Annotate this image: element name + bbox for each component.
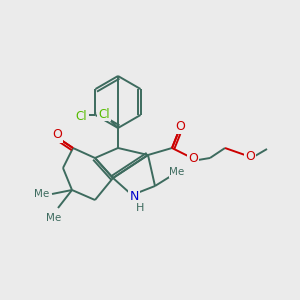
Text: O: O: [175, 119, 185, 133]
Text: Cl: Cl: [76, 110, 87, 124]
Text: N: N: [129, 190, 139, 203]
Text: Cl: Cl: [98, 107, 110, 121]
Text: Me: Me: [34, 189, 50, 199]
Text: O: O: [188, 152, 198, 166]
Text: Me: Me: [46, 213, 62, 223]
Text: Me: Me: [169, 167, 184, 177]
Text: H: H: [136, 203, 144, 213]
Text: O: O: [52, 128, 62, 142]
Text: O: O: [245, 149, 255, 163]
